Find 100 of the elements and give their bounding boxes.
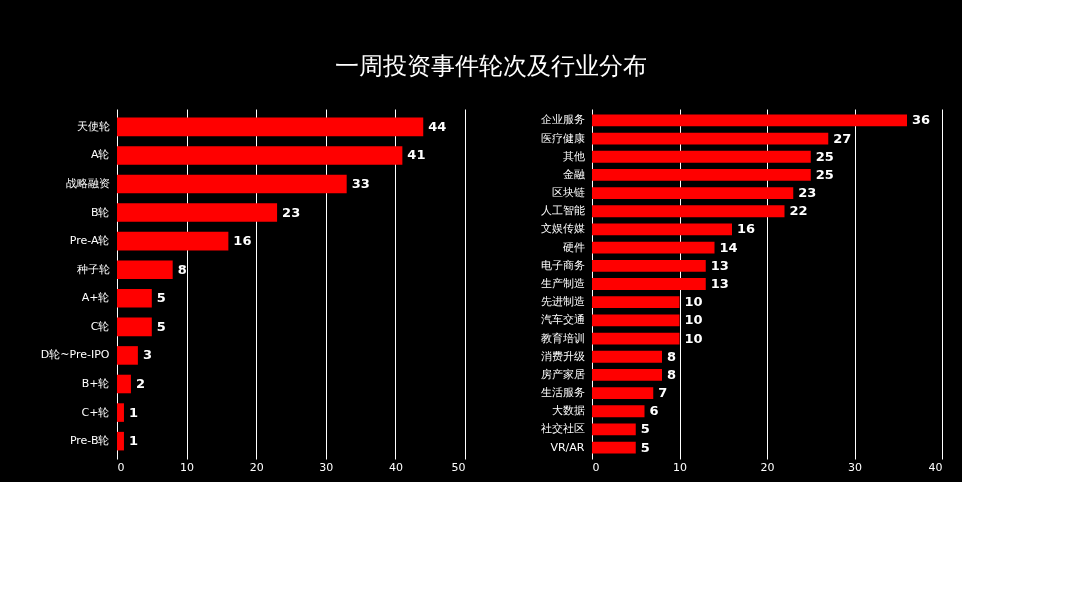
bar (592, 114, 907, 127)
y-tick-label: 硬件 (562, 240, 585, 254)
x-tick-label: 0 (117, 460, 125, 474)
data-label: 10 (684, 330, 703, 346)
y-tick-label: 战略融资 (65, 177, 110, 190)
x-tick-label: 30 (848, 460, 862, 474)
bar (592, 314, 680, 327)
bar (117, 117, 424, 137)
bar (117, 431, 124, 451)
bar (592, 369, 662, 381)
data-label: 8 (667, 348, 677, 364)
bar (592, 296, 680, 309)
data-label: 13 (710, 276, 729, 291)
y-tick-label: Pre-A轮 (69, 234, 110, 248)
data-label: 5 (156, 318, 166, 334)
data-label: 23 (798, 185, 817, 201)
y-tick-label: B+轮 (81, 377, 110, 390)
bar (592, 223, 732, 236)
y-tick-label: 金融 (562, 167, 585, 181)
data-label: 41 (407, 147, 426, 163)
y-tick-label: D轮~Pre-IPO (40, 348, 110, 362)
data-label: 14 (719, 239, 738, 255)
data-label: 5 (640, 439, 650, 455)
data-label: 23 (282, 204, 301, 220)
x-tick-label: 40 (928, 460, 943, 474)
x-tick-label: 50 (451, 460, 466, 474)
bar (592, 278, 706, 290)
data-label: 6 (649, 403, 659, 419)
y-tick-label: 天使轮 (76, 119, 110, 133)
data-label: 10 (684, 312, 703, 328)
x-tick-label: 30 (319, 460, 334, 474)
x-tick-label: 10 (180, 460, 195, 474)
y-tick-label: 其他 (562, 149, 585, 163)
y-tick-label: 生产制造 (540, 277, 585, 290)
chart-title: 一周投资事件轮次及行业分布 (335, 52, 648, 80)
data-label: 5 (640, 421, 650, 437)
y-tick-label: 种子轮 (76, 262, 110, 276)
x-tick-label: 10 (673, 460, 687, 474)
data-label: 25 (815, 148, 834, 164)
bar (117, 146, 403, 165)
y-tick-label: 先进制造 (540, 295, 585, 309)
y-tick-label: 区块链 (551, 186, 585, 200)
data-label: 16 (233, 233, 252, 249)
data-label: 44 (428, 118, 447, 134)
bar (592, 205, 785, 218)
data-label: 7 (658, 385, 668, 401)
bar (592, 332, 680, 345)
data-label: 13 (710, 257, 729, 273)
bar (592, 132, 829, 145)
y-tick-label: VR/AR (550, 440, 585, 454)
bar (592, 387, 654, 399)
bar (592, 169, 811, 181)
y-tick-label: Pre-B轮 (69, 434, 110, 448)
data-label: 3 (142, 347, 152, 363)
bar (117, 346, 138, 365)
bar (117, 231, 229, 251)
bar (117, 403, 124, 422)
y-tick-label: 教育培训 (540, 331, 585, 345)
y-tick-label: 生活服务 (540, 386, 585, 400)
bar (592, 259, 706, 272)
data-label: 8 (177, 261, 187, 277)
bar (117, 174, 347, 194)
bar (117, 374, 131, 394)
data-label: 10 (684, 294, 703, 310)
data-label: 36 (912, 112, 931, 128)
data-label: 1 (128, 433, 139, 449)
y-tick-label: 人工智能 (540, 204, 585, 218)
data-label: 16 (737, 221, 756, 237)
data-label: 22 (789, 203, 808, 219)
bar (592, 350, 662, 363)
y-tick-label: 电子商务 (540, 258, 585, 272)
bar (592, 241, 715, 254)
y-tick-label: C轮 (90, 319, 110, 333)
bar (592, 150, 811, 163)
y-tick-label: 文娱传媒 (540, 222, 585, 236)
y-tick-label: 医疗健康 (540, 131, 585, 145)
data-label: 33 (351, 176, 370, 191)
y-tick-label: 房产家居 (540, 367, 585, 381)
y-tick-label: 汽车交通 (540, 313, 585, 327)
data-label: 1 (128, 404, 139, 420)
y-tick-label: 消费升级 (540, 349, 585, 363)
bar (117, 260, 173, 279)
x-tick-label: 0 (592, 460, 600, 474)
bar (592, 423, 636, 436)
y-tick-label: 企业服务 (540, 113, 585, 127)
y-tick-label: 社交社区 (540, 422, 585, 436)
bar (117, 289, 152, 308)
data-label: 5 (156, 290, 166, 306)
x-tick-label: 20 (760, 460, 775, 474)
data-label: 25 (815, 166, 834, 182)
bar (592, 441, 636, 454)
y-tick-label: A+轮 (81, 291, 110, 305)
data-label: 8 (667, 366, 677, 382)
y-tick-label: A轮 (90, 148, 110, 162)
x-tick-label: 40 (388, 460, 403, 474)
y-tick-label: C+轮 (81, 405, 110, 419)
bar (592, 405, 645, 418)
x-tick-label: 20 (249, 460, 264, 474)
data-label: 2 (135, 376, 145, 391)
y-tick-label: 大数据 (551, 404, 585, 418)
